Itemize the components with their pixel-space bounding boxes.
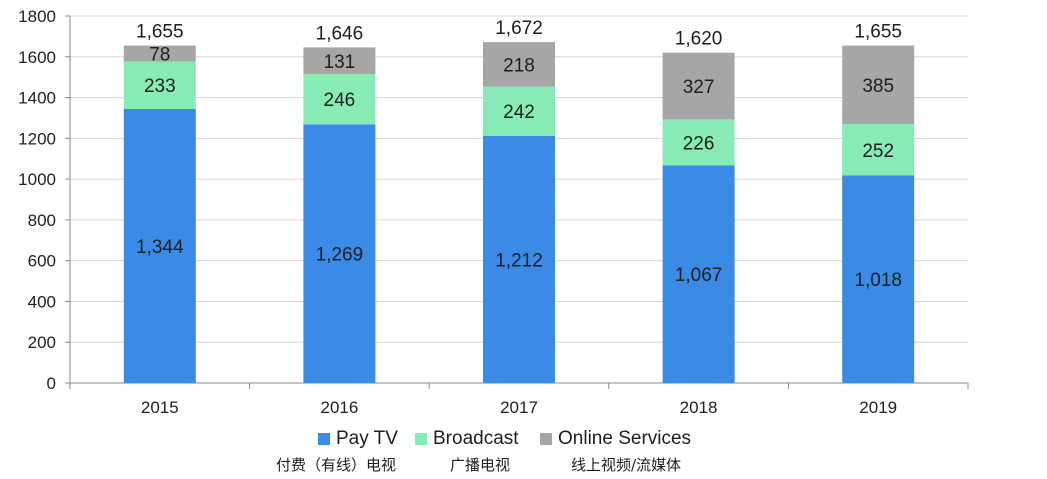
data-label: 327: [683, 77, 715, 98]
legend-subtitle-broadcast: 广播电视: [450, 456, 511, 474]
bar-broadcast: [303, 74, 376, 125]
legend-item-pay-tv: Pay TV: [318, 428, 398, 450]
x-tick-label: 2015: [141, 398, 179, 417]
bar-online-services: [662, 52, 735, 120]
legend: Pay TV Broadcast Online Services 付费（有线）电…: [0, 426, 1047, 476]
bar-online-services: [842, 45, 915, 125]
legend-subtitle-pay-tv: 付费（有线）电视: [276, 456, 397, 474]
bar-online-services: [303, 47, 376, 75]
x-tick-label: 2017: [500, 398, 538, 417]
data-label: 242: [503, 102, 535, 123]
legend-label-online-services: Online Services: [558, 428, 692, 449]
data-label: 1,269: [316, 245, 364, 266]
legend-item-online-services: Online Services: [540, 428, 691, 450]
legend-swatch-broadcast: [415, 433, 427, 445]
y-tick-label: 1600: [18, 48, 56, 67]
legend-item-broadcast: Broadcast: [415, 428, 519, 450]
x-tick-label: 2016: [320, 398, 358, 417]
bar-broadcast: [662, 119, 735, 166]
data-label: 385: [862, 76, 894, 97]
data-label: 1,067: [675, 265, 723, 286]
y-tick-label: 200: [28, 333, 56, 352]
legend-label-pay-tv: Pay TV: [336, 428, 398, 449]
legend-swatch-pay-tv: [318, 433, 330, 445]
y-tick-label: 1400: [18, 89, 56, 108]
data-label: 1,344: [136, 237, 184, 258]
data-label: 1,212: [495, 250, 543, 271]
x-axis: 2015 2016 2017 2018 2019: [69, 382, 969, 417]
data-labels: 1,344233781,6551,2692461311,6461,2122422…: [136, 18, 902, 291]
bar-online-services: [483, 42, 555, 87]
bar-online-services: [123, 45, 196, 62]
bar-pay-tv: [662, 165, 735, 383]
legend-swatch-online-services: [540, 433, 552, 445]
data-label: 233: [144, 76, 176, 97]
total-label: 1,620: [675, 29, 723, 50]
x-tick-label: 2019: [859, 398, 897, 417]
data-label: 252: [862, 141, 894, 162]
bar-pay-tv: [123, 108, 196, 384]
bar-pay-tv: [303, 124, 376, 383]
y-axis: 0 200 400 600 800 1000 1200 1400 1600 1800: [18, 7, 71, 393]
bars: [123, 42, 915, 384]
legend-label-broadcast: Broadcast: [433, 428, 519, 449]
total-label: 1,655: [136, 22, 184, 43]
data-label: 78: [149, 45, 170, 66]
data-label: 218: [503, 55, 535, 76]
total-label: 1,655: [854, 22, 902, 43]
bar-broadcast: [483, 86, 555, 136]
y-tick-label: 400: [28, 292, 56, 311]
total-label: 1,646: [316, 23, 364, 44]
legend-subtitle-online-services: 线上视频/流媒体: [571, 456, 682, 474]
bar-broadcast: [842, 124, 915, 176]
data-label: 246: [324, 90, 356, 111]
y-tick-label: 600: [28, 252, 56, 271]
bar-pay-tv: [483, 135, 555, 383]
y-tick-label: 1200: [18, 129, 56, 148]
y-tick-label: 0: [47, 374, 56, 393]
y-tick-label: 800: [28, 211, 56, 230]
bar-pay-tv: [842, 175, 915, 383]
x-tick-label: 2018: [680, 398, 718, 417]
data-label: 131: [324, 52, 356, 73]
bar-broadcast: [123, 61, 196, 109]
data-label: 1,018: [854, 270, 902, 291]
y-tick-label: 1800: [18, 7, 56, 26]
y-tick-label: 1000: [18, 170, 56, 189]
data-label: 226: [683, 133, 715, 154]
total-label: 1,672: [495, 18, 543, 39]
